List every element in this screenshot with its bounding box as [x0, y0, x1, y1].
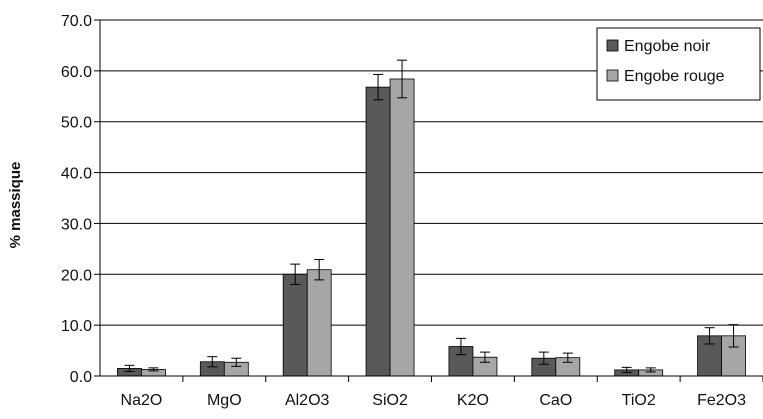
y-tick-label: 0.0 [70, 369, 92, 386]
x-category-label: Al2O3 [285, 392, 330, 409]
x-category-label: CaO [539, 392, 572, 409]
x-category-labels: Na2O MgO Al2O3 SiO2 K2O CaO TiO2 Fe2O3 [121, 392, 747, 409]
x-category-label: MgO [207, 392, 242, 409]
y-tick-label: 10.0 [61, 318, 92, 335]
x-category-label: SiO2 [372, 392, 408, 409]
legend-label: Engobe noir [624, 38, 711, 55]
bar-fe2o3-series-2 [721, 335, 746, 377]
legend-box [596, 27, 761, 101]
x-category-label: Fe2O3 [697, 392, 746, 409]
y-axis-title: % massique [7, 162, 24, 249]
x-category-label: K2O [457, 392, 489, 409]
error-bars [124, 59, 739, 373]
x-category-label: Na2O [121, 392, 163, 409]
bar-al2o3-series-1 [282, 273, 308, 377]
legend: Engobe noir Engobe rouge [596, 27, 761, 101]
bar-al2o3-series-2 [306, 269, 332, 377]
y-tick-label: 30.0 [61, 216, 92, 233]
bars [117, 78, 746, 377]
y-tick-label: 60.0 [61, 64, 92, 81]
x-category-label: TiO2 [622, 392, 656, 409]
y-tick-labels: 0.0 10.0 20.0 30.0 40.0 50.0 60.0 70.0 [61, 13, 92, 386]
gridlines [100, 19, 763, 326]
axes [94, 19, 763, 382]
y-tick-label: 50.0 [61, 115, 92, 132]
y-tick-label: 20.0 [61, 267, 92, 284]
legend-swatch [606, 39, 619, 52]
legend-swatch [606, 69, 619, 82]
bar-sio2-series-2 [389, 78, 415, 377]
y-tick-label: 40.0 [61, 166, 92, 183]
legend-label: Engobe rouge [624, 68, 725, 85]
y-tick-label: 70.0 [61, 13, 92, 30]
bar-sio2-series-1 [365, 86, 391, 377]
